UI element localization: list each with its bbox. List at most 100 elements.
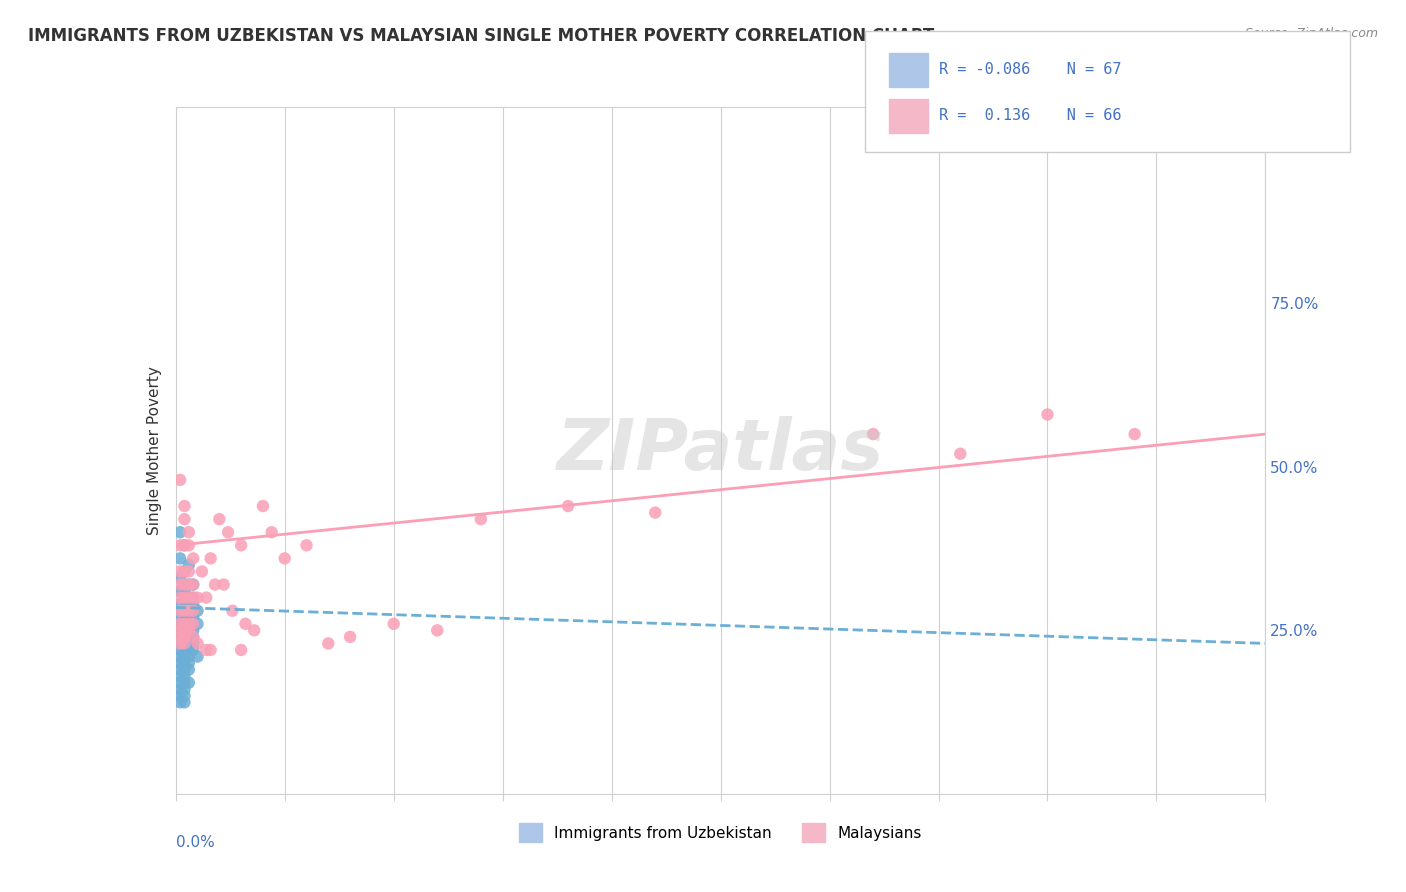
Point	[177, 610, 200, 624]
Point	[169, 624, 191, 638]
Point	[177, 538, 200, 552]
Point	[173, 669, 195, 683]
Point	[221, 604, 243, 618]
Point	[204, 577, 226, 591]
Point	[181, 624, 204, 638]
Point	[181, 616, 204, 631]
Point	[173, 630, 195, 644]
Point	[339, 630, 361, 644]
Point	[235, 616, 257, 631]
Point	[181, 610, 204, 624]
Point	[169, 565, 191, 579]
Point	[186, 636, 209, 650]
Point	[295, 538, 318, 552]
Point	[173, 695, 195, 709]
Point	[177, 591, 200, 605]
Point	[169, 636, 191, 650]
Point	[173, 675, 195, 690]
Point	[173, 643, 195, 657]
Point	[177, 656, 200, 670]
Point	[169, 624, 191, 638]
Point	[169, 636, 191, 650]
Point	[173, 636, 195, 650]
Point	[181, 577, 204, 591]
Point	[169, 584, 191, 599]
Legend: Immigrants from Uzbekistan, Malaysians: Immigrants from Uzbekistan, Malaysians	[513, 817, 928, 848]
Point	[181, 551, 204, 566]
Point	[177, 577, 200, 591]
Point	[173, 636, 195, 650]
Point	[169, 695, 191, 709]
Point	[169, 577, 191, 591]
Point	[177, 630, 200, 644]
Point	[173, 512, 195, 526]
Point	[169, 604, 191, 618]
Point	[177, 577, 200, 591]
Point	[557, 499, 579, 513]
Point	[173, 649, 195, 664]
Point	[177, 624, 200, 638]
Point	[181, 616, 204, 631]
Point	[252, 499, 274, 513]
Point	[173, 616, 195, 631]
Point	[186, 591, 209, 605]
Point	[231, 643, 253, 657]
Point	[177, 649, 200, 664]
Point	[173, 577, 195, 591]
Point	[169, 551, 191, 566]
Point	[173, 597, 195, 611]
Point	[173, 604, 195, 618]
Point	[177, 663, 200, 677]
Text: Source: ZipAtlas.com: Source: ZipAtlas.com	[1244, 27, 1378, 40]
Point	[177, 604, 200, 618]
Point	[169, 669, 191, 683]
Point	[177, 558, 200, 572]
Point	[169, 689, 191, 703]
Point	[177, 643, 200, 657]
Point	[169, 630, 191, 644]
Point	[173, 682, 195, 697]
Point	[1123, 427, 1146, 442]
Point	[186, 604, 209, 618]
Point	[173, 591, 195, 605]
Point	[186, 649, 209, 664]
Point	[181, 577, 204, 591]
Point	[169, 538, 191, 552]
Point	[186, 616, 209, 631]
Point	[173, 584, 195, 599]
Point	[318, 636, 340, 650]
Point	[173, 565, 195, 579]
Text: R = -0.086    N = 67: R = -0.086 N = 67	[939, 62, 1122, 77]
Point	[173, 689, 195, 703]
Point	[212, 577, 235, 591]
Point	[169, 630, 191, 644]
Point	[169, 591, 191, 605]
Point	[177, 591, 200, 605]
Text: R =  0.136    N = 66: R = 0.136 N = 66	[939, 109, 1122, 123]
Point	[177, 636, 200, 650]
Text: ZIPatlas: ZIPatlas	[557, 416, 884, 485]
Point	[231, 538, 253, 552]
Point	[173, 610, 195, 624]
Point	[382, 616, 405, 631]
Y-axis label: Single Mother Poverty: Single Mother Poverty	[146, 366, 162, 535]
Point	[173, 565, 195, 579]
Point	[169, 649, 191, 664]
Point	[208, 512, 231, 526]
Point	[177, 616, 200, 631]
Point	[169, 656, 191, 670]
Point	[177, 565, 200, 579]
Point	[644, 506, 666, 520]
Point	[426, 624, 449, 638]
Point	[173, 499, 195, 513]
Point	[181, 630, 204, 644]
Point	[173, 630, 195, 644]
Point	[181, 636, 204, 650]
Point	[169, 473, 191, 487]
Point	[862, 427, 884, 442]
Point	[173, 616, 195, 631]
Point	[200, 551, 222, 566]
Point	[169, 597, 191, 611]
Point	[217, 525, 239, 540]
Point	[169, 663, 191, 677]
